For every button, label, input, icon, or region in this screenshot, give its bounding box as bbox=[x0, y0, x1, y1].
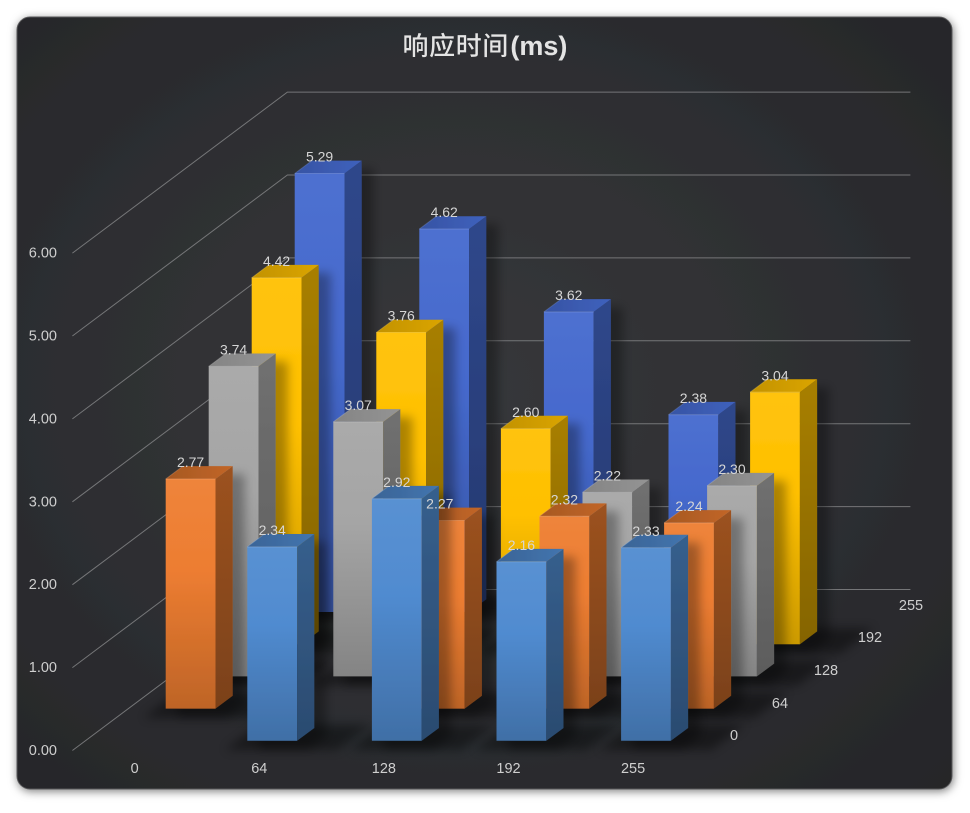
svg-text:3.74: 3.74 bbox=[220, 342, 247, 358]
svg-text:5.00: 5.00 bbox=[29, 329, 57, 345]
svg-text:2.32: 2.32 bbox=[551, 492, 578, 508]
svg-text:2.77: 2.77 bbox=[177, 454, 204, 470]
svg-text:5.29: 5.29 bbox=[306, 149, 333, 165]
svg-text:4.00: 4.00 bbox=[29, 411, 57, 427]
svg-text:128: 128 bbox=[372, 761, 396, 777]
svg-text:2.60: 2.60 bbox=[512, 404, 539, 420]
svg-text:3.00: 3.00 bbox=[29, 494, 57, 510]
svg-text:2.30: 2.30 bbox=[718, 461, 745, 477]
svg-text:0: 0 bbox=[730, 728, 738, 744]
svg-text:64: 64 bbox=[251, 761, 267, 777]
svg-text:3.04: 3.04 bbox=[761, 367, 788, 383]
svg-text:0: 0 bbox=[131, 761, 139, 777]
svg-text:3.76: 3.76 bbox=[388, 308, 415, 324]
svg-text:2.22: 2.22 bbox=[594, 468, 621, 484]
svg-text:192: 192 bbox=[496, 761, 520, 777]
svg-text:2.34: 2.34 bbox=[259, 522, 286, 538]
svg-text:2.38: 2.38 bbox=[680, 390, 707, 406]
svg-text:2.16: 2.16 bbox=[508, 537, 535, 553]
svg-text:2.27: 2.27 bbox=[426, 496, 453, 512]
svg-text:3.62: 3.62 bbox=[555, 287, 582, 303]
svg-text:64: 64 bbox=[772, 696, 788, 712]
svg-text:2.24: 2.24 bbox=[675, 498, 702, 514]
svg-text:3.07: 3.07 bbox=[345, 397, 372, 413]
svg-text:6.00: 6.00 bbox=[29, 246, 57, 262]
svg-text:4.62: 4.62 bbox=[431, 204, 458, 220]
svg-text:2.33: 2.33 bbox=[632, 523, 659, 539]
svg-text:255: 255 bbox=[899, 598, 923, 614]
svg-text:192: 192 bbox=[858, 630, 882, 646]
svg-text:0.00: 0.00 bbox=[29, 743, 57, 759]
svg-text:2.00: 2.00 bbox=[29, 577, 57, 593]
svg-text:2.92: 2.92 bbox=[383, 474, 410, 490]
svg-text:255: 255 bbox=[621, 761, 645, 777]
svg-text:1.00: 1.00 bbox=[29, 660, 57, 676]
svg-text:128: 128 bbox=[814, 663, 838, 679]
svg-text:(ms): (ms) bbox=[510, 31, 567, 61]
svg-text:4.42: 4.42 bbox=[263, 253, 290, 269]
